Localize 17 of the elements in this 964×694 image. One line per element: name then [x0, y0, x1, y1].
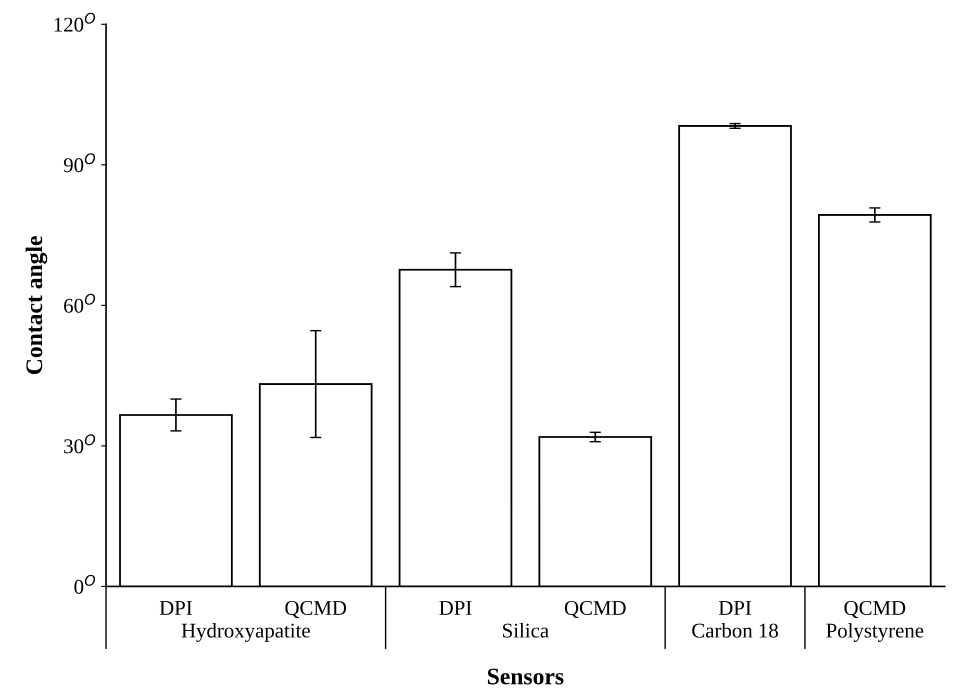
x-tick-label: QCMD — [285, 600, 346, 618]
y-tick-label: 60$^{O}$ — [64, 294, 96, 313]
x-tick-label: DPI — [718, 601, 752, 615]
y-tick-label: 0$^{O}$ — [74, 574, 96, 594]
x-tick-label: DPI — [439, 601, 472, 615]
text: Hydroxyapatite — [182, 622, 310, 642]
x-tick-label: DPI — [160, 601, 192, 615]
y-tick-label: 90$^{O}$ — [64, 153, 96, 172]
text: Silica — [503, 622, 549, 638]
x-tick-label: QCMD — [844, 600, 906, 618]
y-axis-title: Contact angle — [26, 236, 48, 374]
text: Carbon 18 — [692, 622, 778, 638]
text: Polystyrene — [826, 622, 924, 642]
x-axis-title: Sensors — [488, 668, 564, 684]
y-tick-label: 30$^{O}$ — [64, 434, 96, 454]
x-tick-label: QCMD — [564, 600, 626, 618]
y-tick-label: 120$^{O}$ — [54, 12, 96, 32]
